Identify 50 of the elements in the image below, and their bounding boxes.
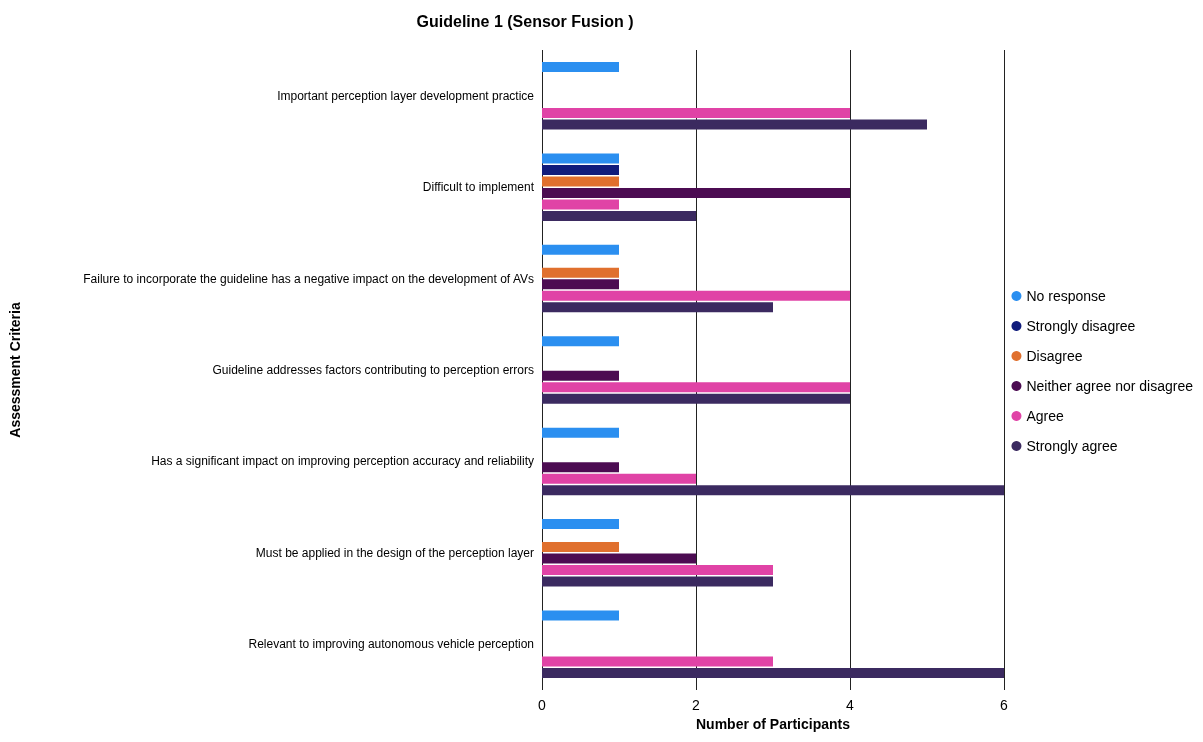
y-tick-label: Relevant to improving autonomous vehicle perception <box>248 637 534 652</box>
y-axis-title: Assessment Criteria <box>7 302 23 438</box>
bar <box>542 393 850 404</box>
bar <box>542 565 773 576</box>
y-tick-label: Must be applied in the design of the perception layer <box>255 545 534 560</box>
bar <box>542 610 619 621</box>
y-tick-label: Guideline addresses factors contributing to perception errors <box>212 363 534 377</box>
bar <box>542 244 619 255</box>
bar <box>542 199 619 210</box>
bar <box>542 485 1004 496</box>
y-tick-label: Important perception layer development practice <box>277 88 535 103</box>
legend-label: Agree <box>1026 408 1065 424</box>
legend-label: No response <box>1026 288 1107 304</box>
bar <box>542 656 773 667</box>
y-tick-label: Difficult to implement <box>422 180 535 195</box>
bar <box>542 107 850 118</box>
bar <box>542 279 619 290</box>
legend-label: Disagree <box>1026 348 1083 364</box>
x-tick-label: 4 <box>846 697 855 713</box>
bar <box>542 210 696 221</box>
x-axis-title: Number of Participants <box>695 715 851 732</box>
bar <box>542 542 619 553</box>
bar <box>542 576 773 587</box>
bar <box>542 382 850 393</box>
bar <box>542 553 696 564</box>
chart-title: Guideline 1 (Sensor Fusion ) <box>416 12 634 30</box>
bar <box>542 473 696 484</box>
bar <box>542 336 619 347</box>
bar <box>542 290 850 301</box>
bar <box>542 153 619 164</box>
x-tick-label: 0 <box>538 697 547 713</box>
x-tick-label: 6 <box>1000 697 1009 713</box>
bar <box>542 164 619 175</box>
legend-label: Neither agree nor disagree <box>1026 378 1194 394</box>
bar <box>542 176 619 187</box>
legend-label: Strongly disagree <box>1026 318 1136 334</box>
x-tick-label: 2 <box>692 697 701 713</box>
bar <box>542 119 927 130</box>
bar <box>542 370 619 381</box>
legend-label: Strongly agree <box>1026 438 1118 454</box>
bar <box>542 427 619 438</box>
y-tick-label: Has a significant impact on improving perception accuracy and reliability <box>151 454 534 469</box>
y-tick-label: Failure to incorporate the guideline has a negative impact on the development of AVs <box>83 271 534 286</box>
bar <box>542 519 619 530</box>
bar <box>542 668 1004 679</box>
bar <box>542 187 850 198</box>
bar <box>542 302 773 313</box>
bar <box>542 267 619 278</box>
bar <box>542 462 619 473</box>
bar <box>542 61 619 72</box>
